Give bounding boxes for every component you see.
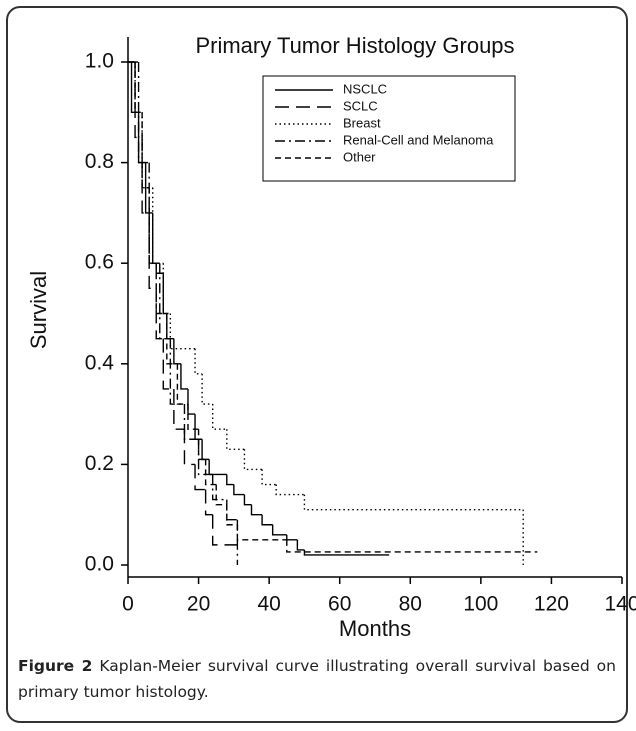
curve-step	[303, 549, 390, 556]
y-tick-label: 1.0	[85, 50, 114, 73]
curve-step	[162, 338, 174, 390]
curve-step	[187, 404, 199, 430]
y-tick-label: 0.2	[85, 452, 114, 475]
curve-step	[162, 273, 167, 315]
survival-curve	[128, 61, 538, 553]
x-tick-label: 140	[604, 593, 636, 616]
curve-step	[204, 459, 217, 486]
curve-step	[152, 187, 164, 264]
curve-step	[166, 313, 178, 365]
legend-box	[262, 75, 516, 182]
curve-step	[226, 474, 234, 486]
legend-label: Other	[343, 149, 376, 164]
curve-step	[204, 489, 213, 516]
curve-step	[215, 484, 227, 506]
curve-step	[187, 388, 196, 415]
curve-step	[250, 504, 263, 516]
curve-step	[211, 474, 227, 501]
curve-step	[261, 469, 277, 486]
curve-step	[162, 263, 171, 315]
curve-step	[261, 514, 273, 526]
curve-step	[134, 62, 143, 113]
x-axis-label: Months	[339, 616, 411, 641]
survival-curve	[128, 61, 239, 565]
chart-title: Primary Tumor Histology Groups	[195, 33, 514, 58]
y-tick-label: 0.6	[85, 251, 114, 274]
x-tick-label: 20	[187, 593, 210, 616]
curve-step	[148, 187, 157, 264]
x-tick-label: 120	[534, 593, 569, 616]
curve-step	[194, 464, 206, 491]
legend-label: SCLC	[343, 98, 378, 113]
curve-step	[155, 288, 164, 340]
curve-step	[141, 112, 150, 189]
y-tick-label: 0.8	[85, 150, 114, 173]
curve-step	[183, 429, 196, 466]
curve-step	[286, 534, 298, 541]
legend-label: NSCLC	[343, 81, 387, 96]
curve-step	[173, 388, 185, 430]
y-tick-label: 0.4	[85, 351, 115, 374]
curve-step	[194, 348, 203, 375]
curve-step	[180, 363, 188, 390]
curve-step	[243, 494, 252, 506]
chart: Primary Tumor Histology Groups Survival …	[26, 33, 636, 641]
curve-step	[197, 429, 206, 461]
curve-step	[176, 363, 188, 405]
curve-step	[271, 524, 287, 536]
curve-step	[211, 514, 238, 546]
caption-label: Figure 2	[18, 657, 93, 675]
curve-step	[144, 162, 153, 214]
y-tick-label: 0.0	[85, 553, 114, 576]
legend-label: Breast	[343, 115, 381, 130]
survival-curve	[128, 61, 238, 546]
figure-frame	[6, 6, 628, 723]
curve-step	[201, 373, 213, 405]
curve-step	[233, 484, 245, 496]
curve-step	[197, 439, 213, 476]
curve-step	[226, 429, 245, 451]
curve-step	[208, 459, 227, 476]
x-tick-label: 100	[463, 593, 498, 616]
curve-step	[159, 263, 171, 340]
curve-step	[183, 404, 199, 440]
x-tick-label: 60	[328, 593, 351, 616]
curve-step	[303, 494, 524, 511]
curve-step	[296, 539, 305, 551]
curve-step	[166, 313, 174, 340]
y-axis-label: Survival	[26, 271, 51, 349]
caption: Figure 2 Kaplan-Meier survival curve ill…	[18, 653, 616, 705]
curve-step	[236, 524, 287, 541]
curve-step	[243, 449, 263, 471]
x-tick-label: 80	[399, 593, 422, 616]
curve-step	[211, 404, 227, 430]
curve-step	[141, 112, 153, 189]
x-tick-label: 40	[257, 593, 280, 616]
curve-step	[137, 62, 150, 164]
curve-step	[194, 414, 203, 440]
caption-text: Kaplan-Meier survival curve illustrating…	[18, 657, 616, 701]
curve-step	[275, 484, 305, 496]
curve-step	[226, 499, 238, 521]
curve-step	[173, 338, 181, 365]
curve-step	[286, 539, 538, 553]
legend-label: Renal-Cell and Melanoma	[343, 132, 494, 147]
curve-step	[226, 504, 238, 526]
x-tick-label: 0	[122, 593, 134, 616]
curve-step	[201, 439, 210, 461]
curve-step	[155, 263, 167, 315]
